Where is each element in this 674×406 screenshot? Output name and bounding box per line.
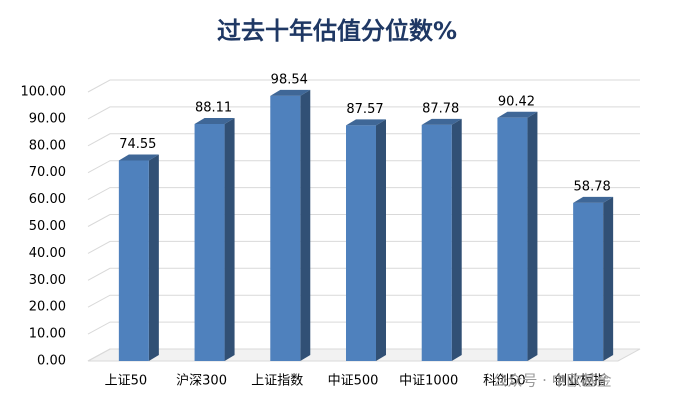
bar-top — [270, 89, 311, 96]
grid-line — [87, 348, 640, 362]
x-tick-label: 沪深300 — [176, 373, 227, 389]
bar-front — [346, 125, 376, 361]
bar-front — [118, 160, 149, 361]
x-tick-label: 创业板指 — [554, 374, 606, 389]
grid-line — [87, 321, 640, 335]
grid-line — [87, 160, 640, 174]
bar-top — [573, 196, 614, 203]
bar-front — [573, 202, 604, 361]
data-label: 58.78 — [574, 179, 611, 194]
grid-line — [87, 267, 640, 281]
bar-top — [346, 119, 386, 126]
y-tick-label: 40.00 — [29, 246, 66, 261]
y-tick-label: 60.00 — [29, 192, 66, 207]
y-tick-label: 10.00 — [29, 327, 66, 342]
y-tick-label: 90.00 — [29, 111, 66, 126]
bar-front — [194, 123, 225, 361]
bar-side — [376, 119, 386, 361]
x-tick-label: 上证50 — [105, 374, 148, 389]
y-tick-label: 30.00 — [29, 273, 66, 288]
y-tick-label: 80.00 — [29, 138, 66, 153]
bar-side — [224, 117, 235, 361]
grid-line — [87, 240, 640, 254]
bar-side — [451, 118, 462, 362]
y-tick-label: 100.00 — [21, 85, 67, 100]
y-tick-label: 70.00 — [29, 165, 66, 180]
data-label: 87.78 — [422, 101, 459, 116]
y-tick-label: 50.00 — [29, 219, 66, 234]
bar — [194, 117, 235, 361]
bar — [270, 89, 311, 361]
x-tick-label: 科创50 — [483, 374, 526, 389]
grid-line — [87, 79, 640, 93]
data-label: 74.55 — [119, 137, 156, 152]
bar-side — [603, 196, 614, 361]
data-label: 88.11 — [195, 100, 232, 115]
grid-line — [87, 214, 640, 227]
bar — [497, 111, 538, 361]
bar-front — [270, 95, 301, 361]
bar-side — [148, 154, 159, 361]
bar — [421, 118, 462, 362]
bar-side — [300, 89, 311, 361]
grid-line — [87, 294, 640, 308]
grid-line — [87, 106, 640, 120]
bar-top — [194, 117, 235, 124]
bar-side — [527, 111, 538, 361]
y-tick-label: 20.00 — [29, 300, 66, 315]
bar-front — [497, 117, 528, 361]
x-tick-label: 上证指数 — [251, 374, 303, 389]
bar-top — [421, 118, 462, 125]
bar — [346, 119, 386, 361]
x-tick-label: 中证1000 — [399, 374, 458, 389]
grid-line — [87, 187, 640, 201]
data-label: 98.54 — [271, 72, 308, 87]
bar-front — [421, 124, 452, 362]
bar-top — [118, 154, 159, 161]
bar — [573, 196, 614, 361]
data-label: 87.57 — [346, 102, 383, 117]
data-label: 90.42 — [498, 94, 535, 109]
y-tick-label: 0.00 — [37, 354, 66, 369]
watermark: 公众号 · 中欧基金 — [492, 372, 611, 390]
chart-title: 过去十年估值分位数% — [217, 17, 457, 45]
grid-line — [87, 133, 640, 147]
bar-top — [497, 111, 538, 118]
bar — [118, 154, 159, 361]
x-tick-label: 中证500 — [328, 374, 379, 389]
